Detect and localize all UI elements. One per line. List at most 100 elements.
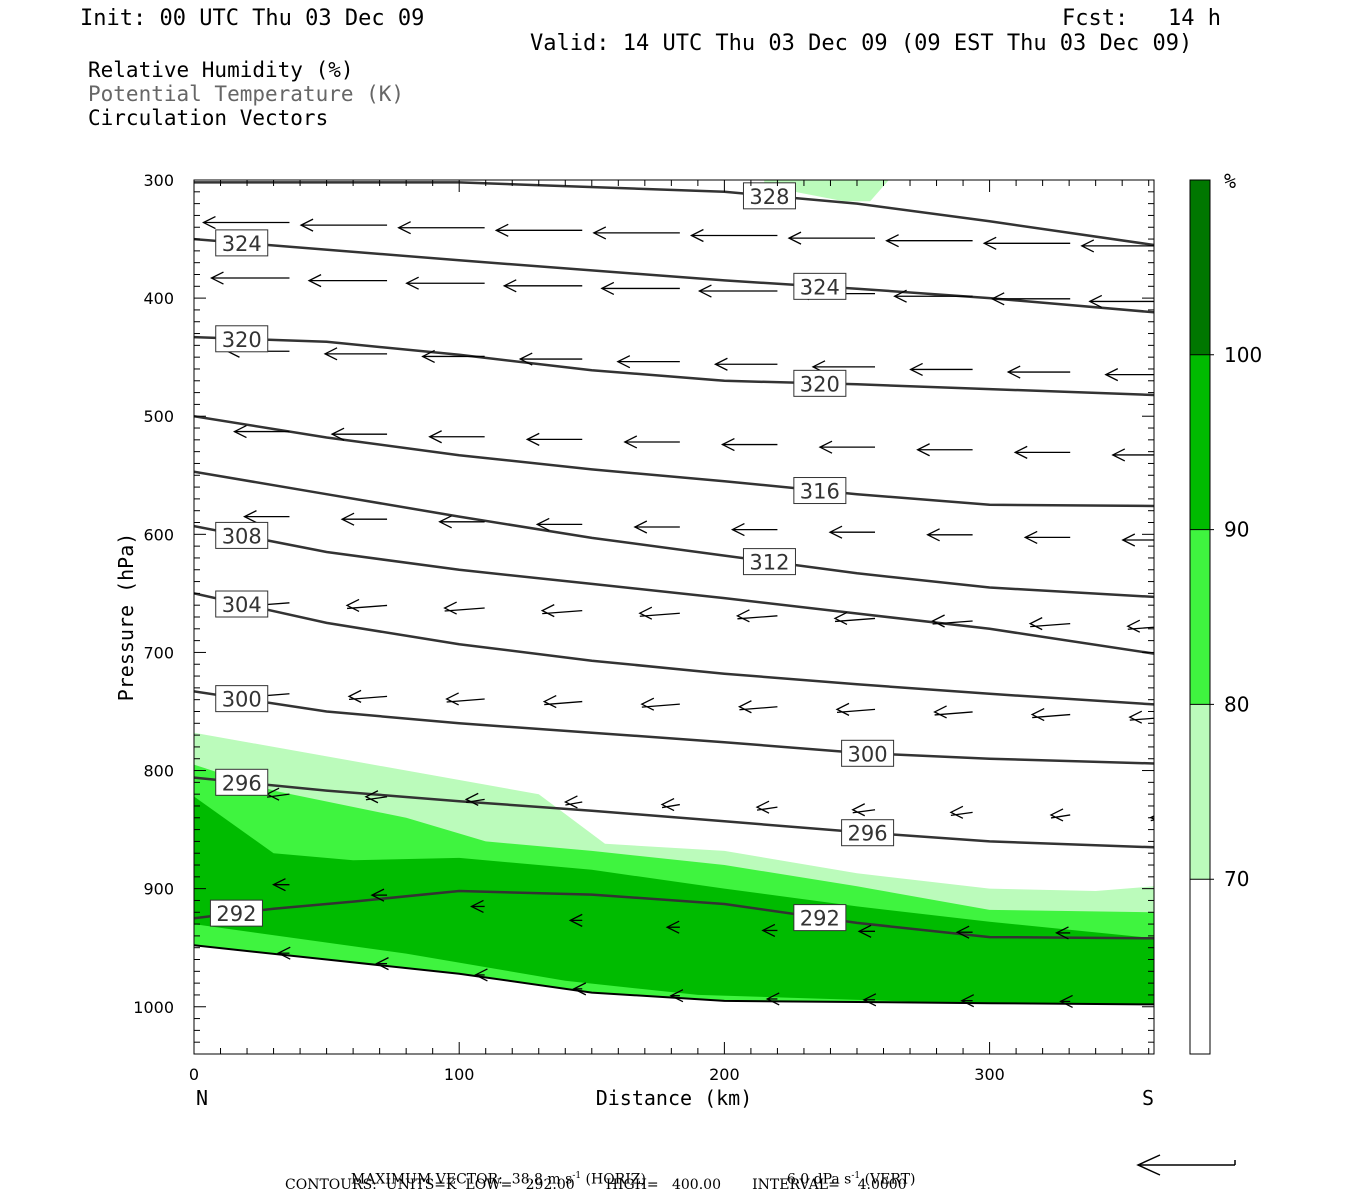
circulation-vector xyxy=(276,946,291,960)
circulation-vector xyxy=(600,281,680,296)
circulation-vector xyxy=(1104,368,1154,382)
circulation-vector xyxy=(307,274,388,288)
legend-relative-humidity: Relative Humidity (%) xyxy=(88,58,354,82)
isentrope-label-text: 304 xyxy=(222,593,262,617)
colorbar-segment xyxy=(1190,879,1210,1054)
x-tick-label: 0 xyxy=(189,1065,199,1084)
circulation-vector xyxy=(563,795,583,809)
circulation-vector xyxy=(1013,445,1071,459)
circulation-vector xyxy=(1126,619,1154,633)
colorbar-label: 90 xyxy=(1224,518,1249,542)
isentrope-312 xyxy=(194,470,1154,599)
circulation-vector xyxy=(755,800,778,814)
circulation-vector xyxy=(833,611,876,625)
circulation-vector xyxy=(502,279,583,293)
axes: 300 400 500 600 700 800 900 1000 0 100 200 300 xyxy=(133,171,1154,1084)
circulation-vector xyxy=(737,700,778,714)
circulation-vector xyxy=(1156,928,1168,940)
circulation-vector xyxy=(1059,994,1073,1009)
circulation-vector xyxy=(765,992,780,1006)
isentrope-label-text: 292 xyxy=(800,907,840,931)
circulation-vector xyxy=(893,289,973,303)
isentrope-label-312: 312 xyxy=(742,548,796,576)
circulation-vector xyxy=(990,292,1071,306)
circulation-vector xyxy=(857,924,876,938)
circulation-vector xyxy=(364,790,388,804)
below-ground-mask xyxy=(194,945,1154,1054)
circulation-vector xyxy=(438,515,485,529)
circulation-vector xyxy=(1111,448,1154,462)
circulation-vector xyxy=(633,520,680,534)
x-tick-label: 100 xyxy=(444,1065,475,1084)
isentrope-label-text: 324 xyxy=(800,275,840,299)
isentrope-label-320: 320 xyxy=(215,325,269,353)
colorbar-segment xyxy=(1190,704,1210,880)
relative-humidity-shading xyxy=(194,180,1154,1054)
circulation-vector xyxy=(735,609,778,623)
circulation-vector xyxy=(272,878,290,892)
circulation-vector xyxy=(697,284,778,298)
isentrope-label-box xyxy=(793,904,847,932)
circulation-vector xyxy=(982,236,1071,250)
circulation-vector xyxy=(473,968,488,982)
init-time: Init: 00 UTC Thu 03 Dec 09 xyxy=(80,6,425,31)
colorbar-unit: % xyxy=(1224,169,1236,193)
circulation-vector xyxy=(202,215,290,230)
circulation-vector xyxy=(375,957,389,971)
isentrope-label-300: 300 xyxy=(841,739,895,767)
circulation-vector xyxy=(299,218,388,232)
circulation-vector xyxy=(494,223,583,237)
circulation-vector xyxy=(542,694,583,709)
rh-region-90-100-3 xyxy=(194,796,1154,1010)
circulation-vector xyxy=(347,689,388,703)
circulation-vector xyxy=(445,692,485,706)
isentrope-316 xyxy=(194,414,1154,508)
isentrope-label-box xyxy=(215,768,269,796)
circulation-vector xyxy=(1023,530,1071,544)
max-vector-horiz-unit: (HORIZ) xyxy=(581,1171,646,1188)
circulation-vector xyxy=(1049,808,1071,822)
isentrope-label-328: 328 xyxy=(742,182,796,210)
isentrope-label-text: 292 xyxy=(216,902,256,926)
circulation-vector xyxy=(916,443,973,457)
isentrope-label-box xyxy=(215,229,269,257)
isentrope-label-box xyxy=(215,685,269,713)
circulation-vector xyxy=(623,435,680,449)
circulation-vector xyxy=(787,231,876,245)
circulation-vector xyxy=(330,427,388,441)
isentrope-label-324: 324 xyxy=(215,229,269,257)
x-tick-label: 200 xyxy=(709,1065,740,1084)
isentrope-label-text: 300 xyxy=(222,688,262,712)
isentrope-label-text: 296 xyxy=(222,771,262,795)
colorbar-segment xyxy=(1190,529,1210,705)
south-label: S xyxy=(1142,1086,1154,1110)
colorbar: 70 80 90 100 xyxy=(1189,179,1262,1055)
forecast-hour: Fcst: 14 h xyxy=(1062,6,1221,31)
max-vector-horiz-exp: -1 xyxy=(572,1171,582,1181)
circulation-vector xyxy=(535,517,583,531)
circulation-vector xyxy=(405,276,485,290)
circulation-vector xyxy=(689,228,778,243)
isentrope-label-324: 324 xyxy=(793,272,847,300)
isentrope-308 xyxy=(194,524,1154,655)
circulation-vector xyxy=(933,705,973,719)
circulation-vectors xyxy=(202,215,1168,1009)
isentrope-label-316: 316 xyxy=(793,477,847,505)
isentrope-label-text: 308 xyxy=(222,524,262,548)
max-vector-info: MAXIMUM VECTOR: 38.8 m s-1 (HORIZ) xyxy=(342,1158,646,1187)
isentrope-contours xyxy=(194,181,1154,1006)
isentrope-label-text: 296 xyxy=(848,822,888,846)
isentrope-label-text: 328 xyxy=(749,185,789,209)
isentrope-292 xyxy=(194,889,1154,940)
valid-time: Valid: 14 UTC Thu 03 Dec 09 (09 EST Thu … xyxy=(530,31,1193,56)
isentrope-label-box xyxy=(215,521,269,549)
circulation-vector xyxy=(955,925,973,939)
circulation-vector xyxy=(592,226,680,240)
max-vector-vert-info: 6.0 dPa s-1 (VERT) xyxy=(778,1158,916,1187)
circulation-vector xyxy=(862,993,877,1007)
circulation-vector xyxy=(665,920,680,934)
isentrope-label-box xyxy=(793,272,847,300)
circulation-vector xyxy=(370,888,388,902)
max-vector-vert-exp: -1 xyxy=(851,1171,861,1181)
circulation-vector xyxy=(638,606,680,620)
